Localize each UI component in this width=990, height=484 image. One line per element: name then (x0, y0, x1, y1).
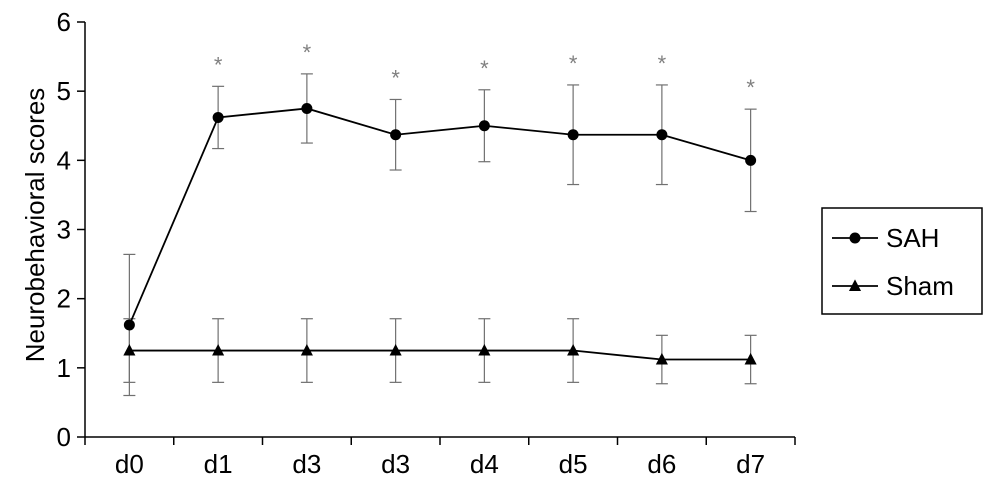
y-tick-label: 1 (57, 353, 71, 383)
data-point-sah (123, 319, 135, 331)
legend-box (821, 207, 983, 315)
significance-mark: * (658, 51, 667, 76)
x-tick-label: d7 (736, 449, 765, 479)
x-tick-label: d0 (115, 449, 144, 479)
y-axis-title: Neurobehavioral scores (20, 88, 50, 363)
y-tick-label: 3 (57, 215, 71, 245)
data-point-sham (300, 343, 313, 356)
legend-label: SAH (886, 223, 939, 253)
data-point-sah (478, 120, 490, 132)
data-point-sah (745, 154, 757, 166)
y-tick-label: 0 (57, 422, 71, 452)
y-tick-label: 2 (57, 284, 71, 314)
data-point-sham (123, 343, 136, 356)
data-point-sah (656, 129, 668, 141)
x-tick-label: d3 (292, 449, 321, 479)
significance-mark: * (214, 52, 223, 77)
axes: 0 1 2 3 4 5 6 d0 d1 d3 d3 d4 d5 d6 d7 (57, 7, 796, 479)
data-point-sah (567, 129, 579, 141)
y-tick-label: 6 (57, 7, 71, 37)
series-markers (123, 102, 757, 365)
x-tick-label: d6 (647, 449, 676, 479)
series-lines (128, 107, 751, 361)
significance-mark: * (303, 40, 312, 65)
y-tick-label: 5 (57, 76, 71, 106)
legend-item-sah: SAH (832, 223, 939, 253)
series-line-sah (128, 107, 751, 326)
data-point-sham (212, 343, 225, 356)
x-tick-label: d4 (470, 449, 499, 479)
data-point-sah (212, 111, 224, 123)
x-tick-label: d5 (559, 449, 588, 479)
data-point-sham (567, 343, 580, 356)
significance-mark: * (480, 56, 489, 81)
data-point-sah (301, 102, 313, 114)
legend-label: Sham (886, 271, 954, 301)
data-point-sah (390, 129, 402, 141)
data-point-sham (389, 343, 402, 356)
legend-item-sham: Sham (832, 271, 954, 301)
data-point-sham (744, 352, 757, 365)
data-point-sham (655, 352, 668, 365)
significance-mark: * (391, 65, 400, 90)
x-tick-label: d1 (204, 449, 233, 479)
data-point-sham (478, 343, 491, 356)
legend: SAH Sham (821, 207, 983, 315)
y-tick-label: 4 (57, 145, 71, 175)
x-tick-label: d3 (381, 449, 410, 479)
legend-marker (848, 279, 862, 291)
legend-marker (849, 232, 861, 244)
series-line-sham (129, 349, 751, 361)
significance-mark: * (746, 75, 755, 100)
significance-mark: * (569, 51, 578, 76)
significance-marks: * * * * * * * (214, 40, 756, 100)
